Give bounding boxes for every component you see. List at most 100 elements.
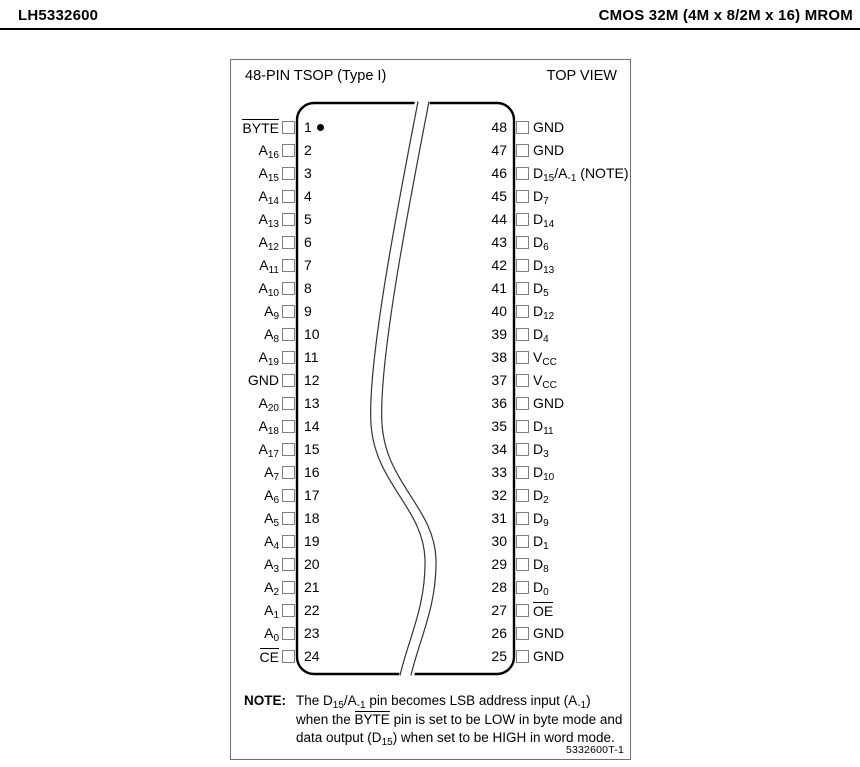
break-line-right [381, 101, 437, 676]
pin-number: 9 [304, 303, 312, 319]
pin-row-left-20: A3 20 [231, 553, 319, 576]
diagram-header: 48-PIN TSOP (Type I) TOP VIEW [245, 68, 617, 84]
pin-pad [516, 143, 529, 157]
pin-row-right-40: 40 D12 [467, 300, 554, 323]
pin-row-left-21: A2 21 [231, 576, 320, 599]
pin-label: D9 [533, 510, 549, 529]
pin-label: D3 [533, 441, 549, 460]
pin-pad [516, 396, 529, 410]
note-line: data output (D15) when set to be HIGH in… [296, 730, 615, 749]
pin-row-left-19: A4 19 [231, 530, 320, 553]
pin-label: A2 [264, 579, 279, 598]
pin-label: A7 [264, 464, 279, 483]
pin-number: 38 [491, 349, 507, 365]
pin-number: 27 [491, 602, 507, 618]
note-lines: The D15/A-1 pin becomes LSB address inpu… [296, 692, 622, 748]
pin-number: 19 [304, 533, 320, 549]
pin-label: D14 [533, 211, 555, 230]
pin-label: A17 [258, 441, 279, 460]
pin-pad [282, 511, 295, 525]
pin-number: 37 [491, 372, 507, 388]
header-rule [0, 28, 860, 31]
pin-number: 13 [304, 395, 320, 411]
pin-label: D10 [533, 464, 555, 483]
pin-label: VCC [533, 372, 557, 391]
pin-row-left-7: A11 7 [231, 254, 312, 277]
pin-number: 1 [304, 120, 324, 134]
pin-number: 39 [491, 326, 507, 342]
pin-number: 45 [491, 188, 507, 204]
pin-number: 33 [491, 464, 507, 480]
pin-pad [516, 534, 529, 548]
pin-pad [282, 350, 295, 364]
pin-pad [282, 419, 295, 433]
pin-row-left-4: A14 4 [231, 185, 312, 208]
pin-pad [282, 235, 295, 249]
pin-row-right-32: 32 D2 [467, 484, 548, 507]
pin-pad [516, 212, 529, 226]
pin-label: GND [533, 625, 565, 641]
pin-number: 40 [491, 303, 507, 319]
pin-row-right-31: 31 D9 [467, 507, 549, 530]
pin-row-right-30: 30 D1 [467, 530, 549, 553]
pin-row-right-27: 27 OE [467, 599, 554, 622]
pin-row-left-17: A6 17 [231, 484, 319, 507]
pin-pad [282, 465, 295, 479]
pin-number: 48 [491, 119, 507, 135]
pin-pad [282, 166, 295, 180]
package-title: 48-PIN TSOP (Type I) [245, 68, 387, 84]
pin-label: D1 [533, 533, 549, 552]
pin-label: VCC [533, 349, 557, 368]
pin-label: A12 [258, 234, 279, 253]
note-line: The D15/A-1 pin becomes LSB address inpu… [296, 693, 591, 711]
pin-label: A9 [264, 303, 279, 322]
pin-row-right-28: 28 D0 [467, 576, 548, 599]
pin-label: GND [533, 142, 565, 158]
pin-pad [282, 120, 295, 134]
pin-pad [516, 580, 529, 594]
pin-pad [282, 327, 295, 341]
pin-label: A11 [259, 257, 279, 276]
pin-number: 11 [304, 349, 319, 365]
pin-number: 24 [304, 648, 320, 664]
view-label: TOP VIEW [546, 68, 617, 84]
pin-row-left-14: A18 14 [231, 415, 320, 438]
pin-pad [282, 488, 295, 502]
pin-number: 7 [304, 257, 312, 273]
figure-code: 5332600T-1 [565, 744, 624, 756]
pin-pad [516, 626, 529, 640]
pin-row-right-26: 26 GND [467, 622, 564, 645]
pin-row-left-1: BYTE 1 [231, 116, 324, 139]
pin-number: 31 [491, 510, 507, 526]
pin-number: 8 [304, 280, 312, 296]
pin-row-right-37: 37 VCC [467, 369, 557, 392]
note-line: when the BYTE pin is set to be LOW in by… [296, 710, 623, 727]
pin-label: A3 [264, 556, 279, 575]
pin-diagram-box: 48-PIN TSOP (Type I) TOP VIEW BYTE 1 A16 2 A… [230, 59, 631, 760]
pin-label: D6 [533, 234, 549, 253]
pin-pad [516, 557, 529, 571]
pin-label: D13 [533, 257, 555, 276]
pin-row-left-3: A15 3 [231, 162, 312, 185]
pin-number: 21 [304, 579, 320, 595]
pin-number: 28 [491, 579, 507, 595]
pin-row-right-48: 48 GND [467, 116, 564, 139]
pin-row-right-34: 34 D3 [467, 438, 549, 461]
pin-label: A5 [264, 510, 279, 529]
pin-label: GND [533, 648, 565, 664]
pin-number: 2 [304, 142, 312, 158]
pin-pad [516, 442, 529, 456]
pin-pad [516, 488, 529, 502]
pin-label: A18 [258, 418, 279, 437]
pin-row-left-5: A13 5 [231, 208, 312, 231]
pin-pad [282, 557, 295, 571]
pin-number: 46 [491, 165, 507, 181]
pin-number: 16 [304, 464, 320, 480]
doc-part-number: LH5332600 [18, 7, 99, 24]
pin-row-left-9: A9 9 [231, 300, 312, 323]
pin-number: 47 [491, 142, 507, 158]
pin-row-right-44: 44 D14 [467, 208, 554, 231]
pin-number: 32 [491, 487, 507, 503]
pin-pad [282, 534, 295, 548]
pin-row-right-43: 43 D6 [467, 231, 549, 254]
